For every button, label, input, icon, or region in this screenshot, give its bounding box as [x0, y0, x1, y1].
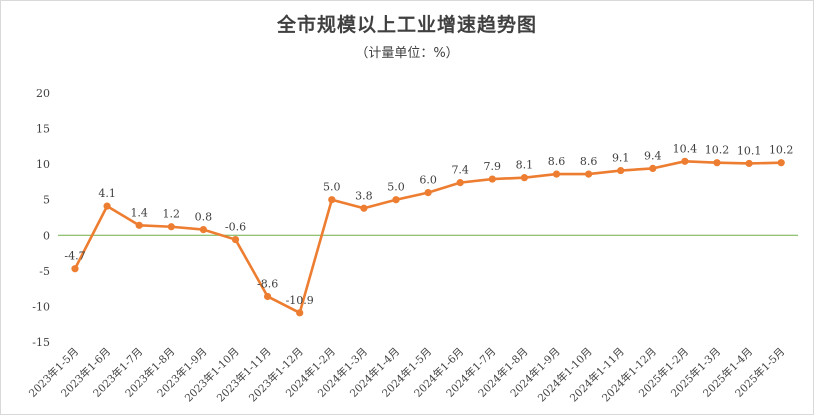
x-tick-label: 2024年1-11月 — [567, 345, 627, 405]
chart-title: 全市规模以上工业增速趋势图 — [276, 14, 537, 36]
data-label: 8.1 — [516, 159, 534, 172]
data-label: 1.2 — [163, 208, 181, 221]
chart-subtitle: （计量单位：%） — [355, 46, 459, 61]
data-point — [328, 196, 336, 204]
data-label: 0.8 — [195, 211, 213, 224]
data-point — [456, 179, 464, 187]
data-labels: -4.7 4.1 1.4 1.2 0.8 -0.6 -8.6 -10.9 5.0 3.8 5.0 6.… — [64, 142, 793, 307]
data-point — [649, 164, 657, 173]
data-label: 5.0 — [387, 181, 405, 194]
data-label: 3.8 — [355, 189, 373, 202]
x-tick-label: 2023年1-10月 — [182, 345, 242, 405]
x-axis: 2023年1-5月2023年1-6月2023年1-7月2023年1-8月2023… — [26, 345, 787, 405]
data-point — [552, 170, 561, 178]
data-label: 4.1 — [98, 187, 116, 200]
y-tick-label: -15 — [32, 336, 50, 349]
x-tick-label: 2023年1-11月 — [214, 345, 274, 405]
data-point — [135, 221, 143, 229]
data-point — [360, 204, 368, 212]
data-label: 10.1 — [737, 144, 762, 157]
data-point — [713, 159, 721, 167]
data-label: 9.1 — [612, 152, 630, 165]
data-label: -8.6 — [257, 277, 278, 290]
data-label: 10.2 — [769, 144, 794, 157]
data-point — [167, 223, 175, 231]
data-label: 5.0 — [323, 181, 341, 194]
data-points — [71, 157, 785, 317]
y-tick-label: 0 — [43, 229, 50, 242]
data-point — [777, 159, 785, 167]
data-point — [71, 265, 79, 273]
data-label: 6.0 — [419, 174, 437, 187]
data-label: -4.7 — [64, 250, 85, 263]
data-label: -10.9 — [286, 294, 314, 307]
data-point — [231, 235, 240, 244]
y-tick-label: -10 — [32, 300, 50, 313]
data-point — [264, 292, 272, 301]
data-label: -0.6 — [225, 221, 246, 234]
data-point — [424, 189, 432, 197]
y-tick-label: 20 — [36, 87, 50, 100]
data-point — [681, 157, 689, 165]
data-point — [745, 159, 753, 168]
data-point — [488, 175, 496, 183]
data-point — [296, 309, 304, 317]
data-label: 7.4 — [451, 164, 469, 177]
data-point — [392, 196, 400, 204]
y-tick-label: 10 — [36, 158, 50, 171]
data-point — [103, 202, 111, 210]
data-label: 1.4 — [130, 206, 148, 219]
x-tick-label: 2024年1-10月 — [535, 345, 595, 405]
x-tick-label: 2023年1-12月 — [246, 345, 306, 405]
data-point — [199, 225, 207, 234]
data-label: 10.2 — [705, 144, 730, 157]
data-label: 9.4 — [644, 149, 662, 162]
data-point — [520, 174, 529, 182]
y-tick-label: 15 — [36, 123, 50, 136]
data-label: 10.4 — [673, 142, 698, 155]
y-axis: 20 15 10 5 0 -5 -10 -15 — [32, 87, 50, 349]
data-point — [585, 170, 593, 178]
x-tick-label: 2024年1-12月 — [599, 345, 659, 405]
data-label: 8.6 — [580, 155, 598, 168]
data-label: 7.9 — [484, 160, 502, 173]
y-tick-label: 5 — [43, 194, 50, 207]
y-tick-label: -5 — [39, 265, 50, 278]
data-label: 8.6 — [548, 155, 566, 168]
data-point — [617, 166, 625, 175]
